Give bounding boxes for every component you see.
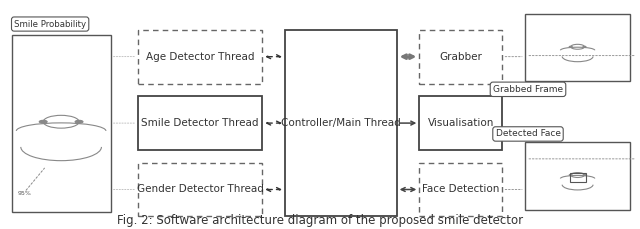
Circle shape (75, 120, 83, 123)
Text: Fig. 2: Software architecture diagram of the proposed smile detector: Fig. 2: Software architecture diagram of… (117, 214, 523, 227)
Text: Grabber: Grabber (440, 52, 482, 62)
Bar (525, 14, 630, 81)
Text: 95%: 95% (18, 191, 32, 196)
Bar (525, 142, 630, 210)
Circle shape (569, 46, 572, 47)
Bar (570, 173, 586, 182)
Text: Age Detector Thread: Age Detector Thread (146, 52, 254, 62)
Bar (138, 96, 262, 150)
Bar (419, 30, 502, 84)
Bar (419, 96, 502, 150)
Text: Visualisation: Visualisation (428, 118, 494, 128)
Text: Controller/Main Thread: Controller/Main Thread (281, 118, 401, 128)
Circle shape (39, 120, 47, 123)
Text: Smile Probability: Smile Probability (14, 19, 86, 29)
Circle shape (583, 46, 586, 47)
Circle shape (569, 174, 572, 176)
Text: Face Detection: Face Detection (422, 185, 499, 194)
Bar (12, 35, 111, 212)
Text: Smile Detector Thread: Smile Detector Thread (141, 118, 259, 128)
Bar (285, 30, 397, 216)
Text: Detected Face: Detected Face (495, 129, 561, 139)
Text: Gender Detector Thread: Gender Detector Thread (136, 185, 264, 194)
Text: Grabbed Frame: Grabbed Frame (493, 85, 563, 94)
Bar (138, 163, 262, 216)
Circle shape (583, 174, 586, 176)
Bar (138, 30, 262, 84)
Bar (419, 163, 502, 216)
